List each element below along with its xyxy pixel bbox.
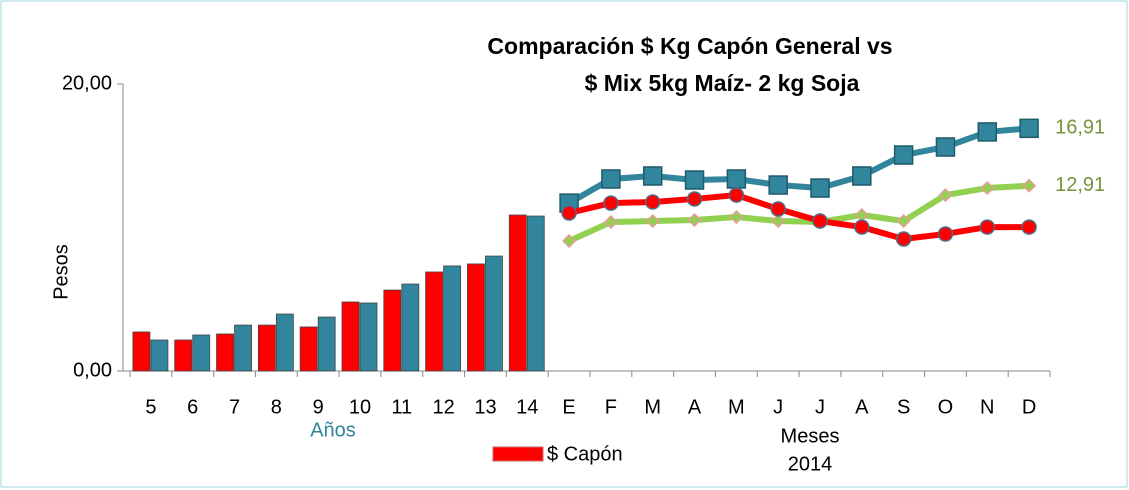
marker [980,180,995,196]
x-tick-label: M [728,396,745,418]
marker [1021,219,1037,235]
bar [317,316,336,372]
x-tick-label: 6 [187,396,198,418]
x-tick-label: S [897,396,910,418]
x-tick-label: O [938,396,954,418]
marker [729,209,744,225]
marker [726,169,747,189]
bar [150,339,169,372]
x-tick-label: A [855,396,869,418]
marker [854,219,870,235]
marker [979,219,996,235]
line [567,182,1030,244]
chart-title: $ Mix 5kg Maíz- 2 kg Soja [585,70,860,96]
chart-title: Comparación $ Kg Capón General vs [487,33,892,59]
x-tick-label: 10 [349,396,371,418]
marker [687,212,702,228]
marker [684,170,705,190]
x-tick-label: J [773,396,783,418]
x-tick-label: M [644,396,661,418]
bar [299,326,318,372]
x-tick-label: N [980,396,994,418]
marker [644,194,661,210]
marker [938,188,953,203]
marker [601,169,621,189]
marker [770,201,786,217]
bar [234,324,252,372]
x-tick-label: 12 [433,396,455,418]
marker [645,213,660,229]
marker [561,205,577,221]
marker [642,166,663,186]
bar [359,302,378,372]
x-tick-label: 13 [474,396,496,418]
line [568,192,1030,242]
marker [810,178,830,198]
marker [893,145,914,165]
y-axis-label: Pesos [50,244,72,300]
x-tick-label: 8 [271,396,282,418]
marker [854,207,869,223]
x-tick-label: E [562,396,575,418]
x-tick-label: 7 [229,396,240,418]
marker [812,213,828,229]
marker [603,214,618,230]
bar [425,271,444,372]
bar [485,255,503,372]
bar [526,215,545,372]
marker [771,213,786,229]
marker [896,213,911,229]
legend-label: $ Capón [547,443,623,465]
bar [443,265,462,372]
marker [1019,118,1039,139]
bar [508,214,527,372]
marker [1022,178,1037,193]
annotation: 12,91 [1055,174,1105,196]
x-tick-label: D [1022,396,1036,418]
marker [852,166,872,186]
x-axis-label: 2014 [788,453,833,475]
marker [977,122,998,142]
x-tick-label: 11 [391,396,412,418]
bar [257,324,276,372]
x-tick-label: A [688,396,702,418]
marker [686,191,703,207]
bar [341,301,360,372]
x-tick-label: 9 [313,396,324,418]
annotation: 16,91 [1055,117,1105,139]
y-tick-label: 0,00 [73,359,112,381]
marker [895,231,912,247]
x-axis-label: Meses [781,425,840,447]
bar [383,289,402,372]
bar [192,334,211,372]
x-axis-label: Años [310,419,356,441]
marker [937,226,954,242]
marker [728,187,745,203]
bar [174,339,193,372]
x-tick-label: F [605,396,617,418]
bar [467,263,485,372]
bar [132,331,151,372]
legend-swatch [492,446,544,462]
marker [603,195,619,211]
y-tick-label: 20,00 [62,72,112,94]
bar [401,283,420,372]
bar [216,333,234,372]
x-tick-label: J [815,396,825,418]
x-tick-label: 14 [516,396,538,418]
marker [562,233,577,249]
bar [275,313,294,372]
x-tick-label: 5 [145,396,156,418]
marker [935,137,956,157]
marker [768,175,788,195]
